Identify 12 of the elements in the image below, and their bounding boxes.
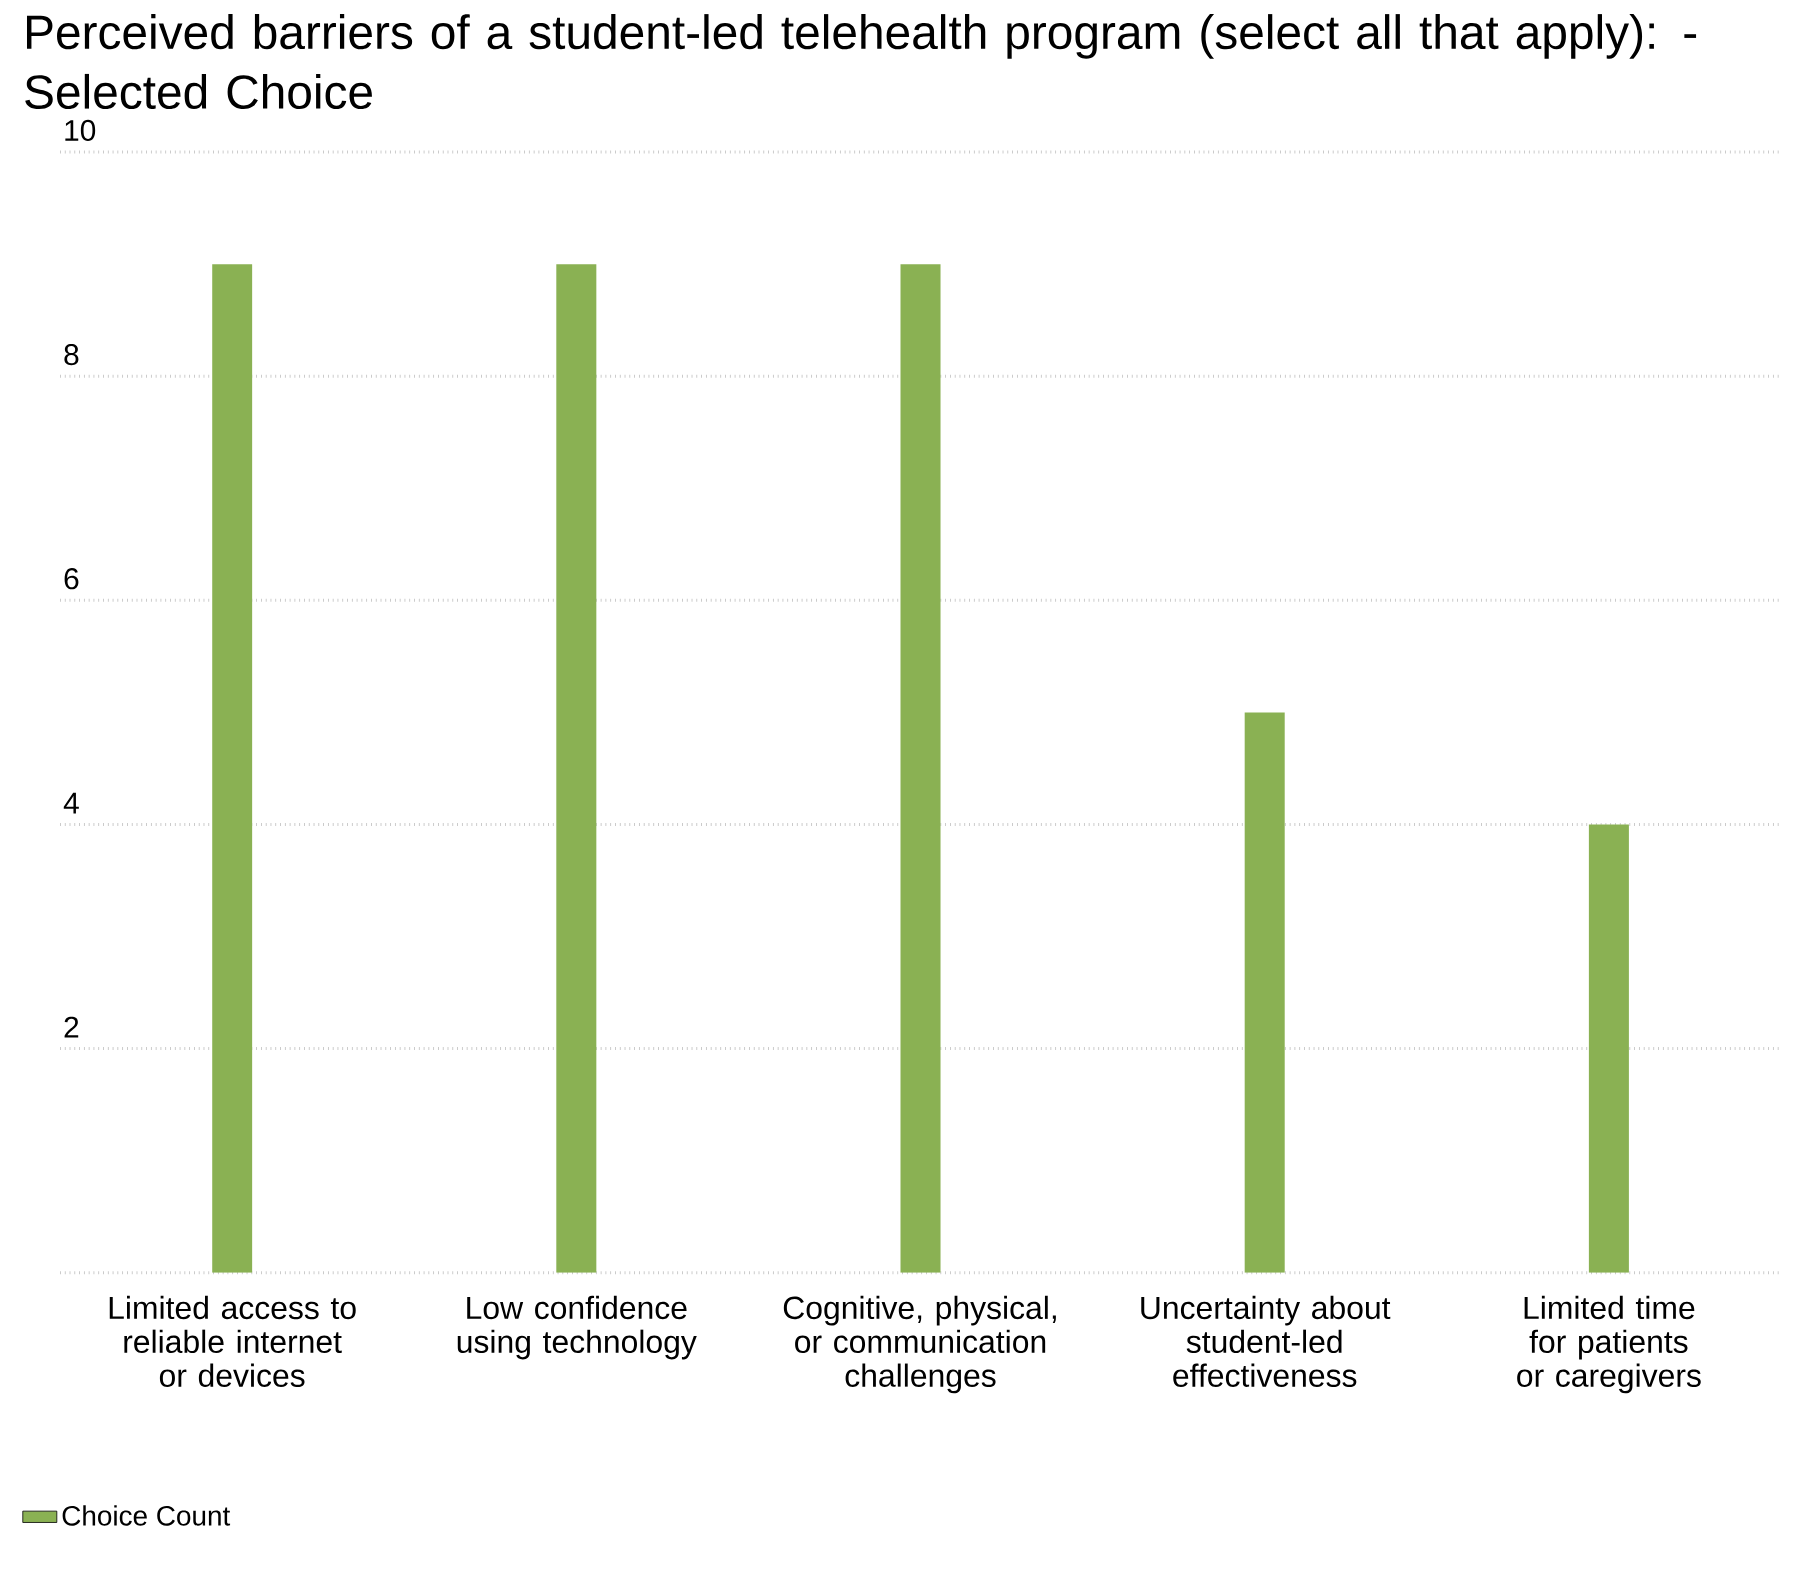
x-tick-label: Low confidence using technology (457, 1295, 697, 1360)
y-tick-label: 2 (64, 1016, 79, 1038)
x-tick-label: Limited access to reliable internet or devices (109, 1295, 356, 1388)
x-tick-label: Uncertainty about student-led effectiveness (1141, 1295, 1391, 1388)
y-tick-label: 6 (64, 568, 79, 590)
x-tick-label: Limited time for patients or caregivers (1517, 1295, 1701, 1394)
legend-label: Choice Count (62, 1505, 231, 1526)
chart-title: Perceived barriers of a student-led telehealth program (select all that apply): - Selected Choice (25, 14, 1697, 110)
y-tick-label: 8 (64, 344, 79, 366)
x-tick-label: Cognitive, physical, or communication challenges (783, 1295, 1056, 1394)
y-tick-label: 10 (65, 119, 96, 142)
y-tick-label: 4 (63, 792, 79, 814)
